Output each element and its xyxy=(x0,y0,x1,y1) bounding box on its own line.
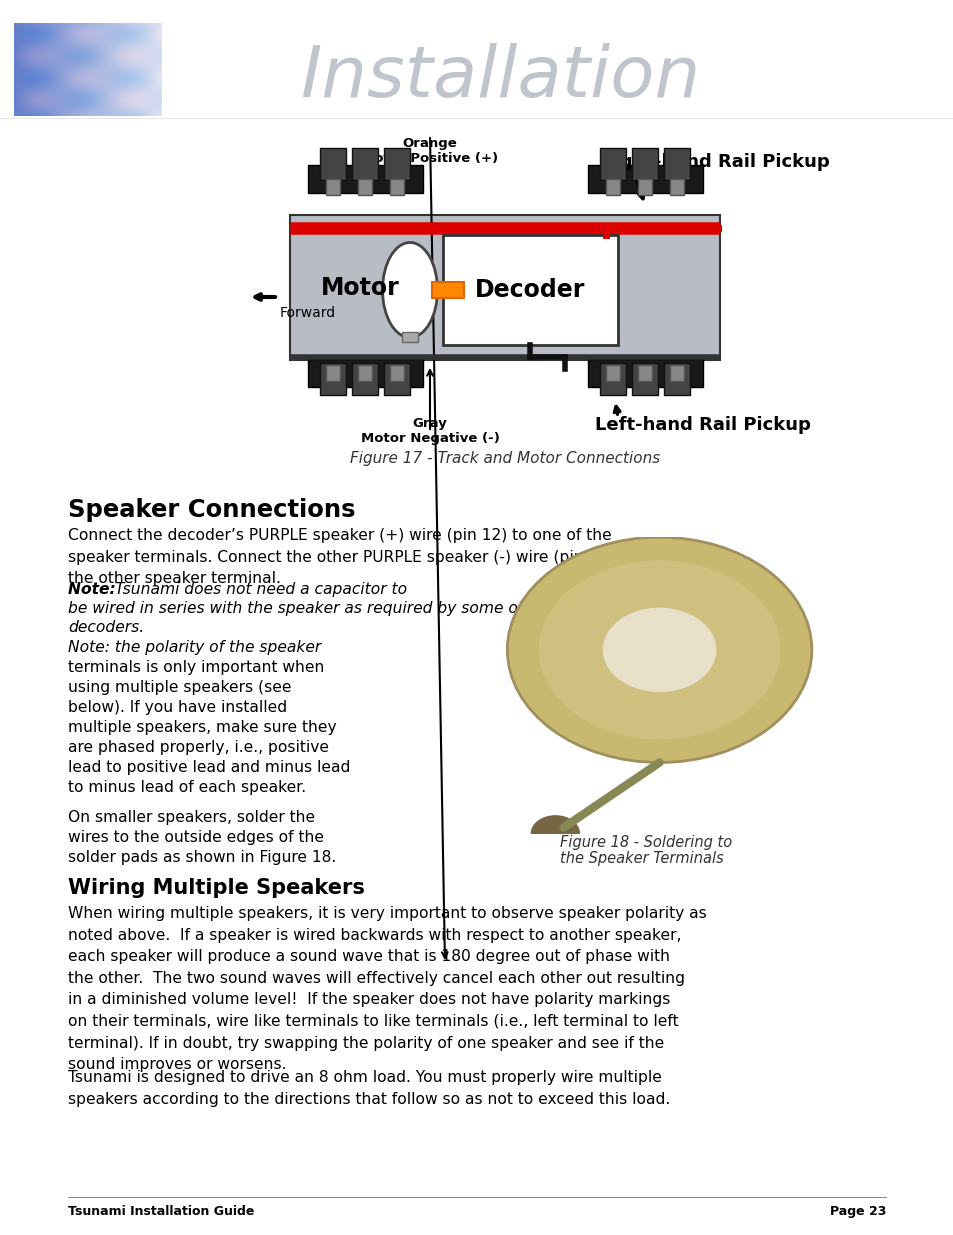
Bar xyxy=(384,363,410,395)
Text: Tsunami is designed to drive an 8 ohm load. You must properly wire multiple
spea: Tsunami is designed to drive an 8 ohm lo… xyxy=(68,1070,670,1107)
Bar xyxy=(663,363,689,395)
Bar xyxy=(605,366,619,382)
Bar xyxy=(638,366,651,382)
Bar xyxy=(669,179,683,195)
Bar xyxy=(326,179,339,195)
Text: Note:: Note: xyxy=(68,582,127,597)
Bar xyxy=(308,359,422,387)
Text: Figure 18 - Soldering to: Figure 18 - Soldering to xyxy=(559,835,732,850)
Text: Connect the decoder’s PURPLE speaker (+) wire (pin 12) to one of the
speaker ter: Connect the decoder’s PURPLE speaker (+)… xyxy=(68,529,634,587)
Circle shape xyxy=(507,537,811,762)
Bar xyxy=(308,165,422,193)
Text: are phased properly, i.e., positive: are phased properly, i.e., positive xyxy=(68,740,329,755)
Text: Tsunami Installation Guide: Tsunami Installation Guide xyxy=(68,1205,254,1218)
Text: Gray
Motor Negative (-): Gray Motor Negative (-) xyxy=(360,417,499,445)
Circle shape xyxy=(538,561,779,739)
Bar xyxy=(599,363,625,395)
Bar xyxy=(319,148,346,180)
Bar xyxy=(631,148,658,180)
Text: Orange
Motor Positive (+): Orange Motor Positive (+) xyxy=(361,137,498,165)
Text: On smaller speakers, solder the: On smaller speakers, solder the xyxy=(68,810,314,825)
Text: Decoder: Decoder xyxy=(475,278,584,303)
Text: Right-hand Rail Pickup: Right-hand Rail Pickup xyxy=(599,153,829,170)
Text: Figure 17 - Track and Motor Connections: Figure 17 - Track and Motor Connections xyxy=(350,451,659,466)
Text: using multiple speakers (see: using multiple speakers (see xyxy=(68,680,292,695)
Ellipse shape xyxy=(382,242,437,337)
Bar xyxy=(587,359,702,387)
Bar xyxy=(432,282,463,298)
Bar xyxy=(390,366,403,382)
Bar xyxy=(290,215,720,359)
Text: wires to the outside edges of the: wires to the outside edges of the xyxy=(68,830,324,845)
Bar xyxy=(587,165,702,193)
Bar xyxy=(357,179,372,195)
Bar xyxy=(599,148,625,180)
Bar xyxy=(357,366,372,382)
Text: terminals is only important when: terminals is only important when xyxy=(68,659,324,676)
Bar xyxy=(663,148,689,180)
Text: solder pads as shown in Figure 18.: solder pads as shown in Figure 18. xyxy=(68,850,335,864)
Bar xyxy=(352,148,377,180)
Text: Page 23: Page 23 xyxy=(829,1205,885,1218)
Text: Speaker Connections: Speaker Connections xyxy=(68,498,355,522)
Text: Tsunami does not need a capacitor to: Tsunami does not need a capacitor to xyxy=(115,582,407,597)
Text: to minus lead of each speaker.: to minus lead of each speaker. xyxy=(68,781,306,795)
Bar xyxy=(384,148,410,180)
Text: the Speaker Terminals: the Speaker Terminals xyxy=(559,851,723,866)
Text: Motor: Motor xyxy=(320,275,399,300)
Text: Forward: Forward xyxy=(280,306,335,320)
Circle shape xyxy=(603,609,715,692)
Bar xyxy=(326,366,339,382)
Circle shape xyxy=(531,816,578,851)
Bar xyxy=(638,179,651,195)
Bar xyxy=(631,363,658,395)
Bar xyxy=(605,179,619,195)
Text: multiple speakers, make sure they: multiple speakers, make sure they xyxy=(68,720,336,735)
Text: Left-hand Rail Pickup: Left-hand Rail Pickup xyxy=(595,416,810,433)
Bar xyxy=(401,332,417,342)
Text: decoders.: decoders. xyxy=(68,620,144,635)
Bar xyxy=(442,235,618,345)
Text: Installation: Installation xyxy=(299,43,700,112)
Text: When wiring multiple speakers, it is very important to observe speaker polarity : When wiring multiple speakers, it is ver… xyxy=(68,906,706,1072)
Text: Wiring Multiple Speakers: Wiring Multiple Speakers xyxy=(68,878,364,898)
Bar xyxy=(669,366,683,382)
Text: Note: the polarity of the speaker: Note: the polarity of the speaker xyxy=(68,640,321,655)
Text: be wired in series with the speaker as required by some other SoundTraxx: be wired in series with the speaker as r… xyxy=(68,601,645,616)
Text: below). If you have installed: below). If you have installed xyxy=(68,700,287,715)
Bar xyxy=(390,179,403,195)
Text: lead to positive lead and minus lead: lead to positive lead and minus lead xyxy=(68,760,350,776)
Bar xyxy=(319,363,346,395)
Bar xyxy=(352,363,377,395)
